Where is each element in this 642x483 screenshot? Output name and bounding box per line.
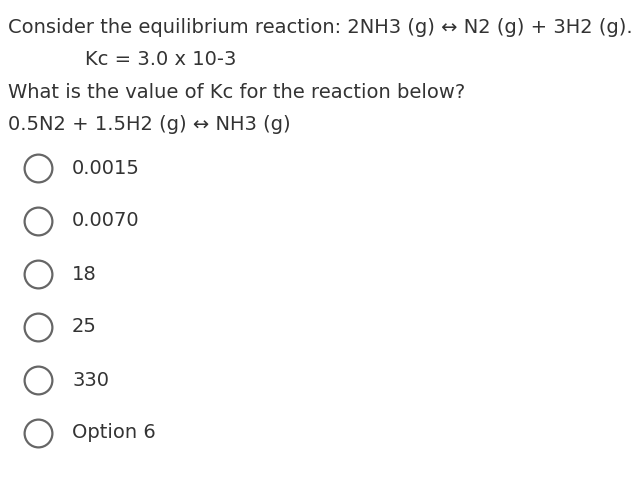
Text: 25: 25 — [72, 317, 97, 337]
Text: What is the value of Kc for the reaction below?: What is the value of Kc for the reaction… — [8, 83, 465, 102]
Text: 0.0015: 0.0015 — [72, 158, 140, 177]
Text: 18: 18 — [72, 265, 97, 284]
Text: Kc = 3.0 x 10-3: Kc = 3.0 x 10-3 — [85, 50, 236, 69]
Text: 330: 330 — [72, 370, 109, 389]
Text: Option 6: Option 6 — [72, 424, 156, 442]
Text: Consider the equilibrium reaction: 2NH3 (g) ↔ N2 (g) + 3H2 (g).: Consider the equilibrium reaction: 2NH3 … — [8, 18, 632, 37]
Text: 0.5N2 + 1.5H2 (g) ↔ NH3 (g): 0.5N2 + 1.5H2 (g) ↔ NH3 (g) — [8, 115, 291, 134]
Text: 0.0070: 0.0070 — [72, 212, 139, 230]
